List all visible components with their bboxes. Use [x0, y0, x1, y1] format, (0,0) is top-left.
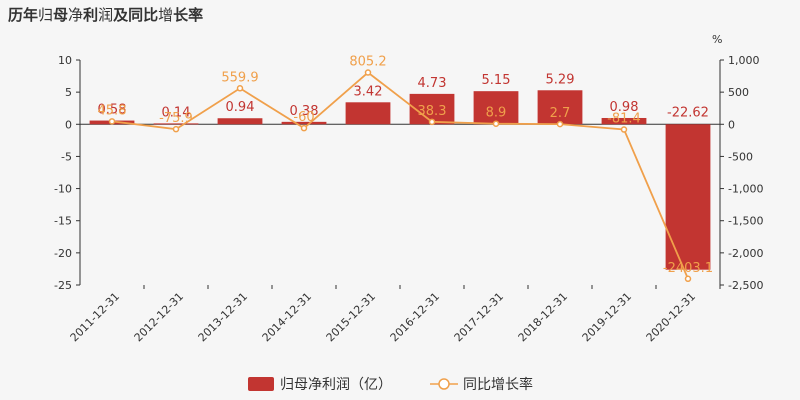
legend-line-marker[interactable] — [438, 378, 450, 390]
right-tick-label: -500 — [728, 150, 753, 163]
title-part: 利 — [83, 6, 98, 24]
title-part: 增 — [158, 6, 173, 24]
left-tick-label: -10 — [54, 183, 72, 196]
growth-value-label: -2403.1 — [663, 261, 713, 276]
x-tick-label: 2020-12-31 — [644, 290, 698, 344]
x-tick-label: 2016-12-31 — [388, 290, 442, 344]
left-tick-label: -25 — [54, 279, 72, 292]
growth-value-label: 45.8 — [98, 103, 127, 118]
line-point[interactable] — [108, 118, 116, 125]
left-tick-label: -15 — [54, 215, 72, 228]
growth-value-label: 8.9 — [486, 106, 507, 121]
line-point[interactable] — [492, 120, 500, 127]
right-tick-label: 1,000 — [728, 54, 760, 67]
x-tick-label: 2012-12-31 — [132, 290, 186, 344]
right-tick-label: -2,500 — [728, 279, 763, 292]
bar-value-label: 5.29 — [546, 72, 575, 87]
growth-line — [111, 71, 689, 280]
right-axis-unit: % — [712, 33, 722, 46]
x-tick-label: 2015-12-31 — [324, 290, 378, 344]
x-tick-label: 2013-12-31 — [196, 290, 250, 344]
title-part: 母 — [53, 6, 68, 24]
x-tick-label: 2014-12-31 — [260, 290, 314, 344]
line-point[interactable] — [428, 118, 436, 126]
bar-value-label: 0.98 — [610, 100, 639, 115]
bar[interactable] — [601, 117, 647, 125]
x-tick-label: 2018-12-31 — [516, 290, 570, 344]
bar-value-label: 0.58 — [98, 103, 127, 118]
line-point[interactable] — [684, 275, 692, 283]
legend-bar-label[interactable]: 归母净利润（亿） — [280, 376, 392, 393]
left-tick-label: -5 — [61, 150, 72, 163]
growth-value-label: -60 — [293, 110, 314, 125]
right-tick-label: -1,500 — [728, 215, 763, 228]
legend[interactable]: 归母净利润（亿） 同比增长率 — [248, 376, 533, 393]
chart-title: 历年归母净利润及同比增长率 — [8, 6, 203, 24]
right-tick-label: 0 — [728, 118, 735, 131]
title-part: 归 — [38, 6, 53, 24]
line-series — [108, 69, 692, 283]
x-tick-label: 2011-12-31 — [68, 290, 122, 344]
bar-value-label: -22.62 — [667, 105, 709, 120]
bar[interactable] — [537, 90, 583, 125]
x-tick-label: 2017-12-31 — [452, 290, 506, 344]
title-part: 历年 — [8, 6, 38, 24]
bar-value-label: 4.73 — [418, 76, 447, 91]
bar[interactable] — [153, 123, 199, 125]
right-tick-label: 500 — [728, 86, 749, 99]
line-point[interactable] — [172, 125, 180, 133]
bar-value-label: 0.14 — [162, 105, 191, 120]
data-labels: 0.58 0.14 0.94 0.38 3.42 4.73 5.15 5.29 0.98 -22.… — [98, 55, 714, 276]
left-tick-label: 10 — [58, 54, 72, 67]
bar-value-label: 0.38 — [290, 104, 319, 119]
line-point[interactable] — [620, 126, 628, 133]
line-point[interactable] — [236, 85, 244, 92]
legend-bar-swatch[interactable] — [248, 377, 274, 391]
bar[interactable] — [217, 118, 263, 125]
right-tick-label: -1,000 — [728, 183, 763, 196]
title-part: 及同比 — [113, 6, 158, 24]
title-part: 长率 — [173, 6, 203, 24]
growth-value-label: 805.2 — [349, 55, 386, 70]
title-part: 净 — [68, 6, 83, 24]
right-tick-label: -2,000 — [728, 247, 763, 260]
bar-value-label: 0.94 — [226, 100, 255, 115]
line-point[interactable] — [556, 120, 564, 128]
line-point[interactable] — [300, 124, 308, 132]
left-tick-label: -20 — [54, 247, 72, 260]
growth-value-label: 559.9 — [221, 70, 258, 85]
bar[interactable] — [473, 91, 519, 125]
legend-line-label[interactable]: 同比增长率 — [463, 376, 533, 393]
growth-value-label: -81.4 — [607, 112, 641, 127]
left-tick-label: 5 — [65, 86, 72, 99]
bar-value-label: 3.42 — [354, 84, 383, 99]
growth-value-label: -75.9 — [159, 111, 193, 126]
bar[interactable] — [345, 102, 391, 125]
growth-value-label: 2.7 — [550, 106, 571, 121]
x-tick-label: 2019-12-31 — [580, 290, 634, 344]
bar[interactable] — [281, 121, 327, 125]
axes: 10 5 0 -5 -10 -15 -20 -25 1,000 500 0 -500 -1,000 -1,… — [54, 54, 763, 344]
bar[interactable] — [665, 124, 711, 270]
left-tick-label: 0 — [65, 118, 72, 131]
growth-value-label: 38.3 — [418, 104, 447, 119]
title-part: 润 — [98, 6, 113, 24]
bar-value-label: 5.15 — [482, 73, 511, 88]
line-point[interactable] — [364, 69, 372, 76]
